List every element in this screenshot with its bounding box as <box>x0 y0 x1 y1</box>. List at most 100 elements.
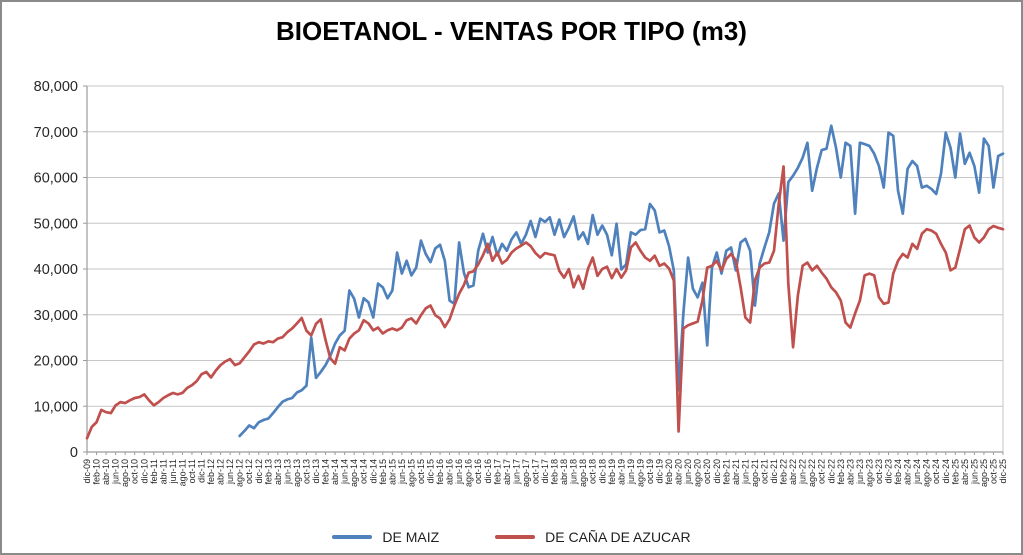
x-axis-tick-label: oct-13 <box>301 459 311 484</box>
x-axis-tick-label: feb-22 <box>779 459 789 485</box>
x-axis-tick-label: feb-23 <box>836 459 846 485</box>
x-axis-tick-label: jun-20 <box>683 459 693 485</box>
x-axis-tick-label: feb-12 <box>206 459 216 485</box>
x-axis-tick-label: ago-23 <box>864 459 874 487</box>
y-axis-tick-label: 80,000 <box>34 79 78 95</box>
x-axis-tick-label: abr-25 <box>960 459 970 485</box>
x-axis-tick-label: abr-11 <box>158 459 168 484</box>
x-axis-tick-label: oct-10 <box>130 459 140 484</box>
legend-item-de-cana: DE CAÑA DE AZUCAR <box>495 529 691 545</box>
x-axis-tick-label: dic-16 <box>483 459 493 484</box>
x-axis-tick-label: dic-15 <box>426 459 436 484</box>
x-axis-tick-label: jun-22 <box>798 459 808 485</box>
x-axis-tick-label: dic-25 <box>998 459 1008 484</box>
x-axis-tick-label: jun-12 <box>225 459 235 485</box>
x-axis-tick-label: abr-10 <box>101 459 111 485</box>
x-axis-tick-label: jun-16 <box>454 459 464 485</box>
x-axis-tick-label: jun-24 <box>912 459 922 485</box>
y-axis-tick-label: 30,000 <box>34 308 78 324</box>
chart-title: BIOETANOL - VENTAS POR TIPO (m3) <box>276 16 747 46</box>
x-axis-tick-label: feb-25 <box>950 459 960 485</box>
chart-legend: DE MAIZ DE CAÑA DE AZUCAR <box>2 529 1021 545</box>
x-axis-tick-label: abr-24 <box>903 459 913 485</box>
x-axis-tick-label: jun-23 <box>855 459 865 485</box>
x-axis-tick-label: abr-16 <box>445 459 455 485</box>
x-axis-tick-label: abr-14 <box>330 459 340 485</box>
y-axis-tick-label: 10,000 <box>34 399 78 415</box>
x-axis-tick-label: jun-15 <box>397 459 407 485</box>
x-axis-tick-label: jun-18 <box>569 459 579 485</box>
x-axis-tick-label: oct-12 <box>244 459 254 484</box>
x-axis-tick-label: abr-15 <box>387 459 397 485</box>
x-axis-tick-label: abr-17 <box>502 459 512 485</box>
x-axis-tick-label: dic-13 <box>311 459 321 484</box>
x-axis-tick-label: ago-16 <box>464 459 474 487</box>
legend-label: DE MAIZ <box>382 529 440 545</box>
x-axis-tick-label: dic-17 <box>540 459 550 484</box>
x-axis-tick-label: oct-19 <box>645 459 655 484</box>
x-axis-tick-label: dic-24 <box>941 459 951 484</box>
x-axis-tick-label: feb-24 <box>893 459 903 485</box>
x-axis-tick-label: dic-19 <box>655 459 665 484</box>
x-axis-tick-label: abr-21 <box>731 459 741 485</box>
x-axis-tick-label: abr-19 <box>616 459 626 485</box>
x-axis-tick-label: ago-10 <box>120 459 130 487</box>
y-axis-tick-label: 0 <box>70 445 78 461</box>
x-axis-tick-label: feb-11 <box>149 459 159 484</box>
legend-line-sample-cana <box>495 535 536 539</box>
x-axis-tick-label: ago-17 <box>521 459 531 487</box>
x-axis-tick-label: feb-21 <box>721 459 731 485</box>
x-axis-tick-label: feb-17 <box>492 459 502 485</box>
x-axis-tick-label: jun-21 <box>740 459 750 485</box>
x-axis-tick-label: oct-23 <box>874 459 884 484</box>
x-axis-tick-label: feb-16 <box>435 459 445 485</box>
x-axis-tick-label: feb-14 <box>321 459 331 485</box>
x-axis-tick-label: ago-11 <box>177 459 187 486</box>
x-axis-tick-label: dic-09 <box>82 459 92 484</box>
x-axis-tick-label: dic-12 <box>254 459 264 484</box>
x-axis-tick-label: jun-10 <box>111 459 121 485</box>
x-axis-tick-label: abr-18 <box>559 459 569 485</box>
y-axis-tick-label: 20,000 <box>34 354 78 370</box>
series-line-de-ca-a-de-azucar <box>85 165 1005 440</box>
x-axis-tick-label: abr-12 <box>216 459 226 485</box>
x-axis-tick-label: ago-14 <box>349 459 359 487</box>
x-axis-tick-label: abr-23 <box>845 459 855 485</box>
x-axis-tick-label: oct-16 <box>473 459 483 484</box>
x-axis-tick-label: ago-19 <box>635 459 645 487</box>
x-axis-tick-label: jun-17 <box>511 459 521 485</box>
x-axis-tick-label: dic-11 <box>197 459 207 483</box>
x-axis-tick-label: feb-20 <box>664 459 674 485</box>
x-axis-tick-label: dic-23 <box>884 459 894 484</box>
x-axis-tick-label: dic-21 <box>769 459 779 484</box>
x-axis-tick-label: dic-10 <box>139 459 149 484</box>
x-axis-tick-label: ago-20 <box>693 459 703 487</box>
x-axis-tick-label: oct-17 <box>530 459 540 484</box>
y-axis-tick-label: 40,000 <box>34 262 78 278</box>
x-axis-tick-label: feb-18 <box>550 459 560 485</box>
x-axis-tick-label: dic-22 <box>826 459 836 484</box>
x-axis-tick-label: oct-14 <box>359 459 369 484</box>
y-axis-tick-label: 70,000 <box>34 125 78 141</box>
x-axis-tick-label: abr-22 <box>788 459 798 485</box>
x-axis-tick-label: ago-21 <box>750 459 760 487</box>
x-axis-tick-label: oct-24 <box>931 459 941 484</box>
x-axis-tick-label: ago-15 <box>406 459 416 487</box>
x-axis-tick-label: abr-13 <box>273 459 283 485</box>
x-axis-tick-label: oct-15 <box>416 459 426 484</box>
legend-label: DE CAÑA DE AZUCAR <box>545 529 691 545</box>
x-axis-tick-label: jun-13 <box>282 459 292 485</box>
x-axis-tick-label: feb-10 <box>92 459 102 485</box>
legend-item-de-maiz: DE MAIZ <box>332 529 439 545</box>
x-axis-tick-label: feb-19 <box>607 459 617 485</box>
y-axis-tick-label: 50,000 <box>34 216 78 232</box>
x-axis-tick-label: abr-20 <box>674 459 684 485</box>
x-axis-tick-label: dic-20 <box>712 459 722 484</box>
x-axis-tick-label: oct-21 <box>759 459 769 484</box>
x-axis-tick-label: oct-18 <box>588 459 598 484</box>
x-axis-tick-label: ago-24 <box>922 459 932 487</box>
x-axis-tick-label: jun-25 <box>969 459 979 485</box>
x-axis-tick-label: feb-13 <box>263 459 273 485</box>
